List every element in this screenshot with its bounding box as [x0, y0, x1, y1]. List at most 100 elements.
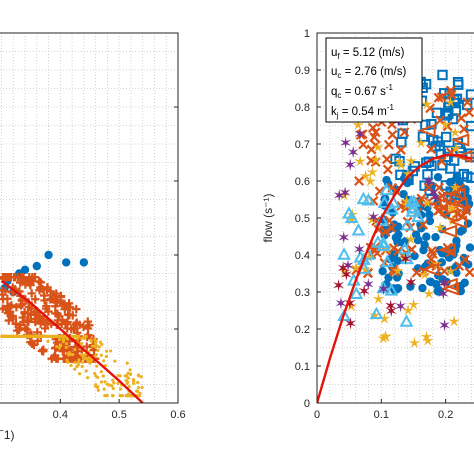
data-point-star: [379, 330, 392, 342]
data-point-cross: [459, 254, 470, 265]
data-point-dot: [25, 334, 29, 338]
data-point-dot: [73, 367, 77, 371]
data-point-triangle-left: [417, 123, 436, 138]
data-point-dot: [20, 334, 24, 338]
data-point-plus: [27, 339, 37, 348]
data-point-square: [437, 69, 448, 81]
data-point-square: [451, 93, 463, 105]
y-tick-label: 0.7: [295, 139, 310, 151]
data-point-circle: [465, 243, 474, 252]
data-point-star: [337, 261, 349, 275]
data-point-triangle: [349, 286, 364, 299]
data-point-dot: [57, 346, 62, 350]
data-point-circle: [425, 210, 434, 219]
data-point-plus: [68, 311, 77, 320]
data-point-dot: [128, 372, 133, 376]
y-tick-label: 1: [304, 28, 310, 40]
left-fit-curve: [0, 279, 144, 403]
data-point-star: [405, 276, 417, 289]
data-point-plus: [39, 347, 48, 356]
data-point-star: [354, 243, 365, 256]
data-point-star: [345, 300, 358, 312]
data-point-dot: [55, 344, 59, 349]
data-point-dot: [139, 375, 143, 379]
data-point-square: [465, 89, 474, 100]
data-point-star: [445, 201, 458, 213]
data-point-square: [440, 131, 452, 143]
data-point-star: [385, 299, 396, 312]
fit-parameter-box: uf = 5.12 (m/s) uc = 2.76 (m/s) qc = 0.6…: [325, 37, 423, 123]
data-point-star: [423, 287, 435, 299]
data-point-dot: [0, 334, 4, 338]
data-point-circle: [62, 258, 71, 267]
data-point-cross: [399, 127, 410, 138]
data-point-dot: [94, 383, 98, 387]
data-point-cross: [387, 129, 398, 140]
data-point-star: [347, 145, 359, 159]
data-point-triangle: [397, 241, 412, 255]
data-point-dot: [97, 345, 101, 349]
data-point-square: [426, 160, 437, 171]
data-point-star: [430, 190, 441, 204]
data-point-star: [352, 118, 364, 130]
data-point-star: [404, 233, 417, 245]
data-point-star: [402, 304, 414, 316]
y-tick-label: 0.2: [295, 324, 310, 336]
data-point-triangle-left: [450, 133, 470, 147]
data-point-cross: [446, 89, 457, 100]
data-point-cross: [383, 139, 394, 150]
data-point-star: [415, 136, 427, 148]
param-qc: qc = 0.67 s-1: [331, 83, 394, 100]
data-point-plus: [4, 273, 13, 282]
y-tick-label: 0.5: [295, 213, 310, 225]
data-point-cross: [386, 223, 397, 234]
y-tick-label: 0.8: [295, 102, 310, 114]
data-point-plus: [63, 317, 72, 327]
data-point-plus: [26, 280, 35, 289]
data-point-star: [400, 194, 413, 207]
data-point-plus: [51, 302, 60, 311]
data-point-plus: [33, 313, 43, 322]
data-point-dot: [76, 334, 80, 338]
data-point-dot: [99, 380, 104, 384]
data-point-dot: [140, 385, 144, 390]
data-point-circle: [419, 245, 428, 255]
data-point-plus: [72, 318, 81, 327]
data-point-star: [434, 221, 447, 233]
data-point-plus: [0, 294, 8, 304]
data-point-plus: [16, 301, 26, 310]
data-point-cross: [367, 122, 378, 133]
data-point-plus: [58, 347, 68, 356]
data-point-star: [408, 336, 421, 348]
data-point-star: [421, 98, 433, 110]
data-point-cross: [395, 144, 406, 155]
data-point-dot: [125, 361, 129, 365]
data-point-dot: [86, 376, 90, 380]
data-point-dot: [86, 359, 90, 363]
data-point-dot: [81, 354, 85, 358]
data-point-star: [368, 210, 379, 224]
data-point-cross: [411, 267, 422, 278]
data-point-plus: [41, 304, 51, 313]
y-tick-label: 0.1: [295, 361, 310, 373]
data-point-dot: [75, 364, 79, 368]
data-point-dot: [100, 342, 104, 346]
data-point-star: [359, 169, 372, 181]
data-point-star: [362, 278, 374, 291]
data-point-circle: [425, 216, 435, 226]
data-point-circle: [406, 282, 415, 291]
data-point-plus: [40, 296, 49, 305]
data-point-star: [371, 141, 384, 153]
data-point-dot: [116, 381, 120, 385]
data-point-dot: [89, 340, 94, 344]
data-point-plus: [28, 273, 37, 282]
data-point-dot: [135, 389, 139, 393]
data-point-dot: [69, 363, 73, 368]
data-point-plus: [33, 336, 42, 346]
data-point-dot: [104, 354, 108, 359]
data-point-star: [405, 154, 417, 167]
data-point-dot: [61, 338, 65, 342]
data-point-triangle-left: [449, 196, 468, 211]
right-fit-curve: [317, 153, 472, 403]
data-point-star: [449, 181, 462, 193]
